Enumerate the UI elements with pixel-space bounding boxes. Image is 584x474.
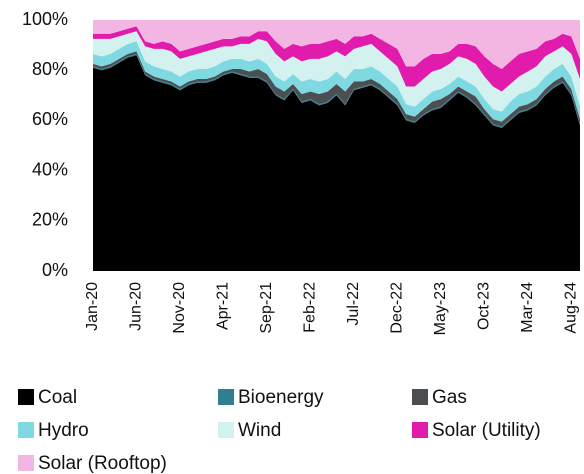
area <box>93 55 580 271</box>
x-tick-label: Jul-22 <box>345 282 362 326</box>
x-tick-label: Mar-24 <box>519 282 536 333</box>
x-tick-label: Jun-20 <box>128 282 145 331</box>
x-tick-label: Feb-22 <box>302 282 319 333</box>
legend-swatch <box>218 422 234 438</box>
legend-label: Bioenergy <box>238 387 324 408</box>
legend-label: Coal <box>38 387 77 408</box>
area <box>93 20 580 69</box>
legend-label: Gas <box>432 387 467 408</box>
area <box>93 31 580 112</box>
legend-swatch <box>18 422 34 438</box>
legend-swatch <box>18 389 34 405</box>
legend-label: Wind <box>238 420 281 441</box>
legend-swatch <box>412 422 428 438</box>
y-tick-label: 20% <box>32 210 68 230</box>
legend-label: Hydro <box>38 420 89 441</box>
x-tick-label: May-23 <box>432 282 449 335</box>
x-tick-label: Dec-22 <box>389 282 406 334</box>
legend-swatch <box>218 389 234 405</box>
x-tick-label: Nov-20 <box>171 282 188 334</box>
legend-swatch <box>18 455 34 471</box>
y-tick-label: 0% <box>42 260 68 280</box>
y-tick-label: 80% <box>32 59 68 79</box>
x-tick-label: Apr-21 <box>215 282 232 330</box>
area <box>93 41 580 122</box>
legend-label: Solar (Utility) <box>432 420 541 441</box>
y-tick-label: 100% <box>22 9 68 29</box>
x-tick-label: Sep-21 <box>258 282 275 334</box>
x-tick-label: Oct-23 <box>476 282 493 330</box>
legend-label: Solar (Rooftop) <box>38 453 167 474</box>
legend-swatch <box>412 389 428 405</box>
x-tick-label: Jan-20 <box>84 282 101 331</box>
area <box>93 51 580 127</box>
y-tick-label: 40% <box>32 159 68 179</box>
area <box>93 26 580 92</box>
x-tick-label: Aug-24 <box>563 282 580 334</box>
y-tick-label: 60% <box>32 109 68 129</box>
